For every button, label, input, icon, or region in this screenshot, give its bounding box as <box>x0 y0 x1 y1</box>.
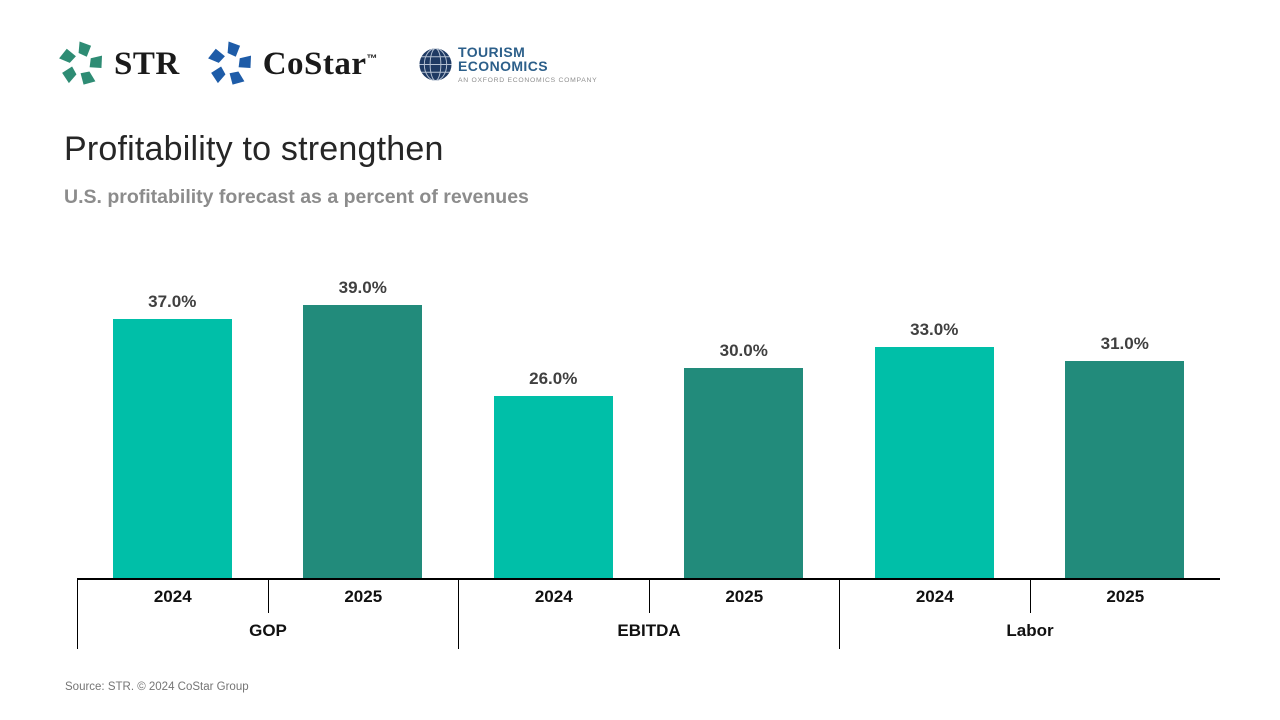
bar-labor-2025 <box>1065 361 1185 578</box>
axis-year-ebitda-2025: 2025 <box>650 580 840 613</box>
economics-line: ECONOMICS <box>458 57 548 74</box>
bar-slot: 37.0% <box>77 233 268 578</box>
globe-icon <box>419 47 452 81</box>
source-note: Source: STR. © 2024 CoStar Group <box>65 681 249 693</box>
chart-subtitle: U.S. profitability forecast as a percent… <box>64 186 529 208</box>
axis-year-labor-2024: 2024 <box>840 580 1031 613</box>
bar-slot: 30.0% <box>649 233 840 578</box>
str-pinwheel-icon <box>59 41 103 85</box>
data-label-labor-2025: 31.0% <box>1100 334 1149 353</box>
bar-labor-2024 <box>874 347 994 578</box>
plot-area: 37.0% 39.0% 26.0% 30.0% <box>77 233 1220 580</box>
oxford-tagline: AN OXFORD ECONOMICS COMPANY <box>458 76 598 84</box>
axis-year-gop-2025: 2025 <box>269 580 459 613</box>
axis-year-ebitda-2024: 2024 <box>459 580 650 613</box>
category-label-row: GOP EBITDA Labor <box>78 613 1220 649</box>
data-label-gop-2024: 37.0% <box>148 292 197 311</box>
costar-pinwheel-icon <box>207 41 251 85</box>
bar-slot: 33.0% <box>839 233 1030 578</box>
axis-category-gop: GOP <box>78 613 459 649</box>
bar-gop-2025 <box>303 305 423 578</box>
axis-year-gop-2024: 2024 <box>78 580 269 613</box>
trademark-symbol: ™ <box>366 52 379 65</box>
data-label-labor-2024: 33.0% <box>910 320 959 339</box>
axis-category-ebitda: EBITDA <box>459 613 840 649</box>
bar-gop-2024 <box>112 319 232 578</box>
bar-slot: 39.0% <box>268 233 459 578</box>
str-wordmark: STR <box>114 45 180 82</box>
bar-ebitda-2024 <box>493 396 613 578</box>
category-axis: 2024 2025 2024 2025 2024 2025 GOP EBITDA… <box>77 580 1220 649</box>
year-label-row: 2024 2025 2024 2025 2024 2025 <box>78 580 1220 613</box>
data-label-gop-2025: 39.0% <box>338 278 387 297</box>
tourism-economics-text: TOURISM ECONOMICS AN OXFORD ECONOMICS CO… <box>458 45 597 84</box>
bar-slot: 26.0% <box>458 233 649 578</box>
str-logo: STR <box>57 40 180 88</box>
tourism-line: TOURISM <box>458 43 526 60</box>
costar-wordmark: CoStar™ <box>262 45 379 82</box>
logo-bar: STR CoStar™ <box>57 36 597 92</box>
data-label-ebitda-2025: 30.0% <box>719 341 768 360</box>
bar-chart: 37.0% 39.0% 26.0% 30.0% <box>77 233 1220 649</box>
axis-year-labor-2025: 2025 <box>1106 586 1145 606</box>
data-label-ebitda-2024: 26.0% <box>529 369 578 388</box>
costar-logo: CoStar™ <box>206 40 378 88</box>
page-title: Profitability to strengthen <box>64 130 444 168</box>
bar-slot: 31.0% <box>1030 233 1221 578</box>
bar-ebitda-2025 <box>684 368 804 578</box>
axis-category-labor: Labor <box>1006 621 1054 640</box>
tourism-economics-logo: TOURISM ECONOMICS AN OXFORD ECONOMICS CO… <box>418 45 597 84</box>
